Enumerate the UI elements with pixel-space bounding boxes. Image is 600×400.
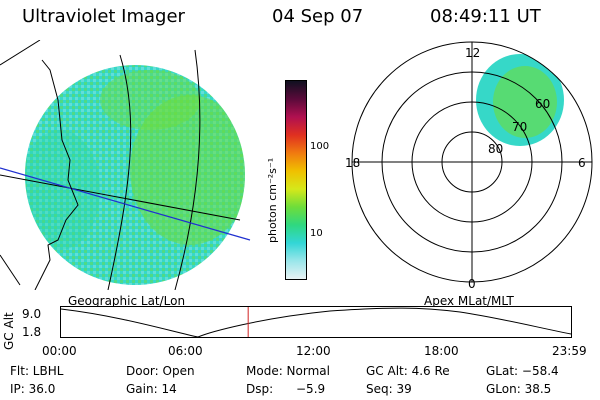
status-mode: Mode: Normal xyxy=(246,364,330,378)
terminator-line xyxy=(0,167,251,241)
geo-panel-label: Geographic Lat/Lon xyxy=(68,294,186,308)
alt-tick-bottom: 1.8 xyxy=(22,325,42,339)
header-time: 08:49:11 UT xyxy=(430,6,541,27)
altitude-curve xyxy=(60,307,572,338)
header-date: 04 Sep 07 xyxy=(272,6,364,27)
status-dsp: Dsp: xyxy=(246,382,274,396)
colorbar-label: photon cm⁻²s⁻¹ xyxy=(266,157,279,243)
mlt-label-12: 12 xyxy=(465,46,481,60)
colorbar xyxy=(285,80,307,280)
lat-label-60: 60 xyxy=(535,97,551,111)
time-tick-2359: 23:59 xyxy=(552,344,587,358)
time-tick-1800: 18:00 xyxy=(424,344,459,358)
mlt-label-0: 0 xyxy=(468,277,476,291)
mlt-label-6: 6 xyxy=(578,156,586,170)
status-ip: IP: 36.0 xyxy=(10,382,56,396)
lat-label-80: 80 xyxy=(488,142,504,156)
lat-label-70: 70 xyxy=(512,120,528,134)
uv-disk xyxy=(25,65,245,285)
status-glon: GLon: 38.5 xyxy=(486,382,552,396)
apex-panel-label: Apex MLat/MLT xyxy=(424,294,514,308)
status-seq: Seq: 39 xyxy=(366,382,412,396)
instrument-title: Ultraviolet Imager xyxy=(22,6,185,27)
status-glat: GLat: −58.4 xyxy=(486,364,559,378)
polar-mlt-plot xyxy=(351,41,593,283)
lat-lon-grid xyxy=(0,40,241,290)
status-gain: Gain: 14 xyxy=(126,382,177,396)
colorbar-tick-10: 10 xyxy=(310,228,323,239)
alt-axis-label: GC Alt xyxy=(2,312,16,350)
time-tick-1200: 12:00 xyxy=(296,344,331,358)
time-tick-0000: 00:00 xyxy=(42,344,77,358)
status-flt: Flt: LBHL xyxy=(10,364,64,378)
colorbar-tick-100: 100 xyxy=(310,141,330,152)
geographic-image xyxy=(0,40,251,290)
mlt-label-18: 18 xyxy=(345,156,361,170)
coastline xyxy=(34,59,79,290)
status-gc-alt: GC Alt: 4.6 Re xyxy=(366,364,450,378)
time-tick-0600: 06:00 xyxy=(168,344,203,358)
auroral-oval xyxy=(476,54,564,146)
status-dsp-value: −5.9 xyxy=(296,382,326,396)
altitude-strip xyxy=(60,306,572,338)
alt-tick-top: 9.0 xyxy=(22,307,42,321)
polar-grid xyxy=(351,41,593,283)
status-door: Door: Open xyxy=(126,364,195,378)
